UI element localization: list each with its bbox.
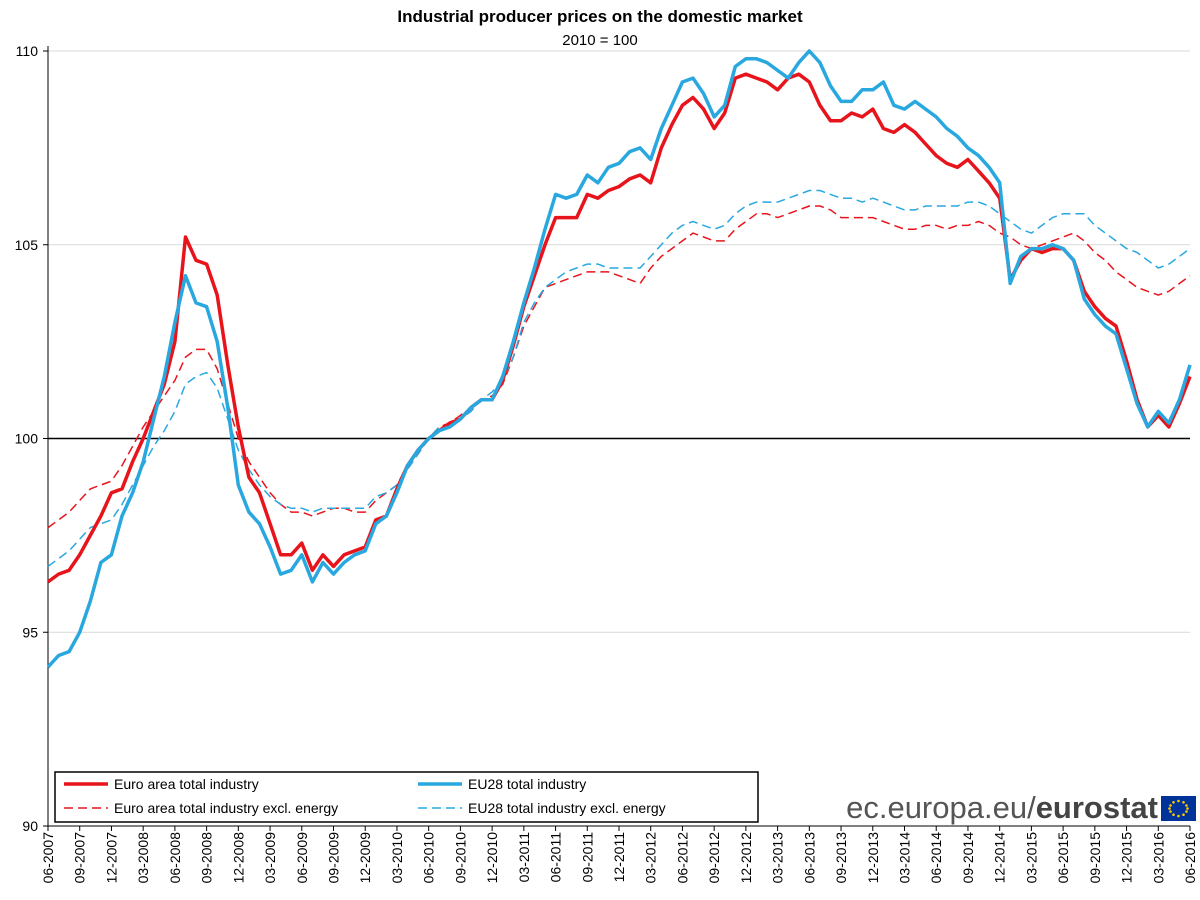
x-tick-label: 09-2010	[452, 832, 468, 884]
x-tick-label: 03-2012	[643, 832, 659, 884]
x-tick-label: 06-2015	[1055, 832, 1071, 884]
x-tick-label: 09-2011	[579, 832, 595, 883]
source-brand: eurostat	[1036, 790, 1158, 825]
source-domain: ec.europa.eu/	[846, 790, 1036, 825]
x-tick-label: 06-2007	[40, 832, 56, 884]
line-series	[46, 49, 1192, 669]
legend-label: Euro area total industry	[114, 776, 259, 792]
plot-area: 90 95 100 105 110 06-2007 09-2007 12-2007 03-200…	[15, 43, 1198, 883]
y-tick-label: 110	[16, 43, 39, 59]
x-tick-label: 09-2012	[706, 832, 722, 884]
line-series	[47, 189, 1191, 568]
chart-title: Industrial producer prices on the domest…	[397, 7, 803, 26]
y-tick-label: 90	[22, 818, 38, 834]
x-tick-label: 12-2012	[738, 832, 754, 884]
x-tick-label: 06-2009	[294, 832, 310, 884]
x-tick-label: 03-2014	[897, 832, 913, 884]
y-tick-label: 95	[22, 624, 38, 640]
x-tick-label: 09-2013	[833, 832, 849, 884]
x-tick-label: 03-2015	[1023, 832, 1039, 884]
x-tick-label: 03-2011	[516, 832, 532, 883]
line-series	[47, 205, 1191, 529]
x-tick-label: 09-2007	[72, 832, 88, 884]
x-tick-label: 06-2011	[548, 832, 564, 883]
x-tick-label: 03-2010	[389, 832, 405, 884]
x-tick-label: 12-2008	[230, 832, 246, 884]
x-tick-label: 06-2013	[801, 832, 817, 884]
x-tick-label: 09-2015	[1087, 832, 1103, 884]
x-tick-label: 06-2010	[421, 832, 437, 884]
x-tick-label: 03-2009	[262, 832, 278, 884]
x-tick-label: 09-2008	[199, 832, 215, 884]
eu-stars	[1168, 799, 1189, 818]
x-tick-label: 12-2013	[865, 832, 881, 884]
line-series	[46, 72, 1192, 584]
legend-label: EU28 total industry	[468, 776, 586, 792]
x-tick-label: 12-2010	[484, 832, 500, 884]
legend: Euro area total industry EU28 total indus…	[64, 776, 666, 816]
x-tick-label: 12-2007	[103, 832, 119, 884]
x-tick-label: 03-2013	[770, 832, 786, 884]
legend-label: Euro area total industry excl. energy	[114, 800, 338, 816]
x-tick-label: 06-2012	[674, 832, 690, 884]
x-tick-label: 09-2009	[326, 832, 342, 884]
x-tick-label: 12-2011	[611, 832, 627, 883]
legend-box	[54, 771, 759, 823]
x-tick-label: 09-2014	[960, 832, 976, 884]
y-tick-label: 105	[15, 237, 39, 253]
x-tick-label: 06-2016	[1182, 832, 1198, 884]
legend-label: EU28 total industry excl. energy	[468, 800, 666, 816]
x-tick-label: 06-2008	[167, 832, 183, 884]
x-tick-label: 12-2015	[1119, 832, 1135, 884]
x-tick-label: 12-2009	[357, 832, 373, 884]
x-tick-label: 12-2014	[992, 832, 1008, 884]
y-tick-label: 100	[15, 431, 39, 447]
chart-subtitle: 2010 = 100	[562, 32, 638, 49]
x-tick-label: 03-2016	[1150, 832, 1166, 884]
x-tick-label: 06-2014	[928, 832, 944, 884]
source: ec.europa.eu/eurostat	[846, 790, 1158, 825]
x-tick-label: 03-2008	[135, 832, 151, 884]
